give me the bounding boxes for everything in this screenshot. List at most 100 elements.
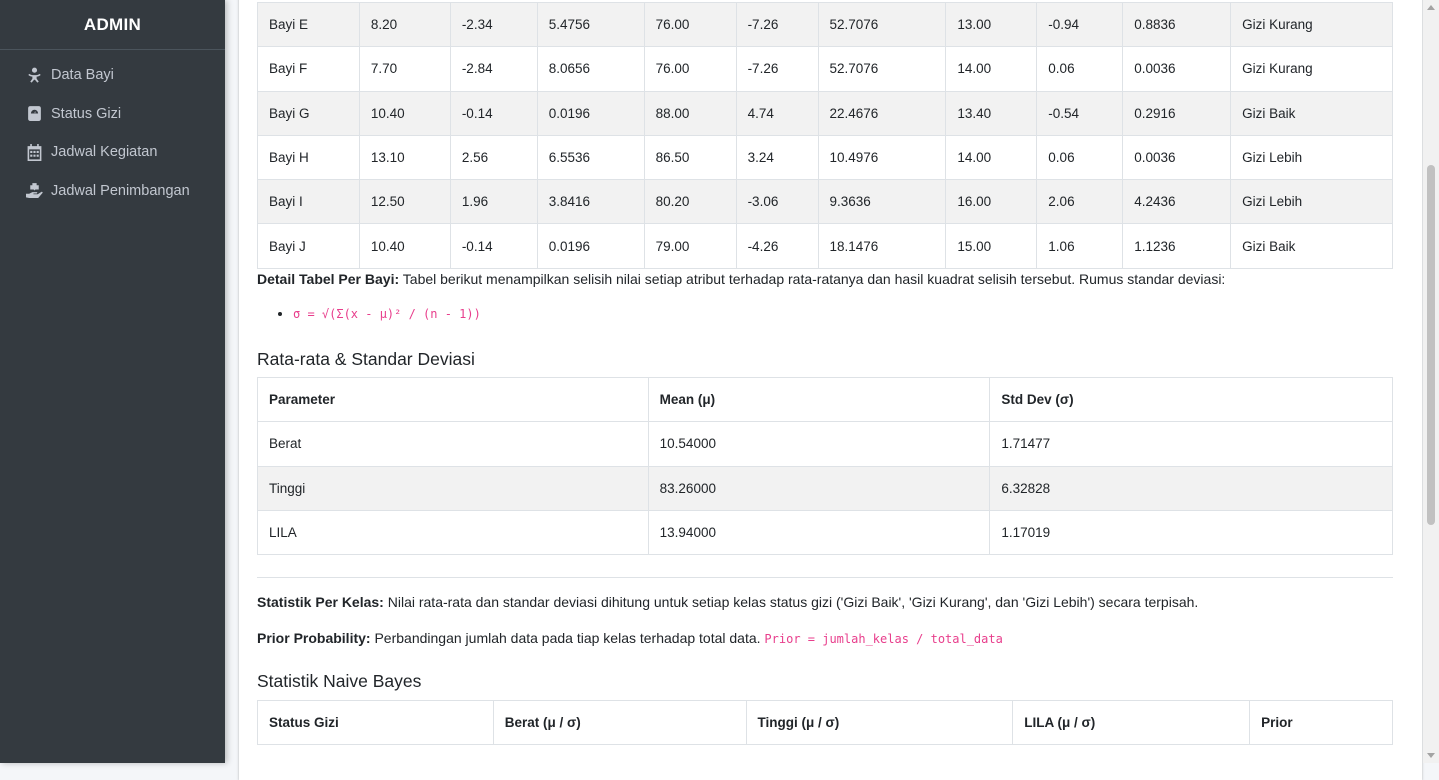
mean-std-table: Parameter Mean (μ) Std Dev (σ) Berat 10.5… <box>257 376 1393 556</box>
table-cell: 4.2436 <box>1122 179 1232 225</box>
calendar-icon <box>25 143 43 161</box>
table-cell: Bayi H <box>257 134 360 181</box>
table-cell: -3.06 <box>735 179 819 225</box>
nb-table-wrapper: Status Gizi Berat (μ / σ) Tinggi (μ / σ)… <box>257 699 1393 746</box>
table-cell: 0.0196 <box>536 90 645 136</box>
brand-title[interactable]: ADMIN <box>0 0 225 50</box>
scroll-up-arrow-icon[interactable] <box>1427 5 1435 10</box>
content-card: Bayi E 8.20 -2.34 5.4756 76.00 -7.26 52.7076 13… <box>239 0 1422 780</box>
scroll-down-arrow-icon[interactable] <box>1427 753 1435 758</box>
nb-section: Statistik Naive Bayes <box>257 671 1393 692</box>
table-row: Bayi J 10.40 -0.14 0.0196 79.00 -4.26 18.1476 1… <box>257 223 1393 269</box>
table-cell: Gizi Lebih <box>1230 134 1393 181</box>
mean-table-wrapper: Parameter Mean (μ) Std Dev (σ) Berat 10.5… <box>257 376 1393 556</box>
table-cell: 5.4756 <box>536 1 645 48</box>
table-cell: -4.26 <box>735 223 819 269</box>
detail-table: Bayi E 8.20 -2.34 5.4756 76.00 -7.26 52.7076 13… <box>257 1 1393 269</box>
table-cell: 1.96 <box>449 179 538 225</box>
table-cell: 0.0036 <box>1122 46 1232 92</box>
table-cell: 9.3636 <box>817 179 947 225</box>
table-cell: Gizi Kurang <box>1230 1 1393 48</box>
table-cell: Bayi F <box>257 46 360 92</box>
table-row: Tinggi 83.26000 6.32828 <box>257 465 1393 511</box>
mean-section: Rata-rata & Standar Deviasi <box>257 349 1393 370</box>
column-header: Std Dev (σ) <box>989 376 1393 423</box>
table-cell: 16.00 <box>945 179 1038 225</box>
detail-table-body: Bayi E 8.20 -2.34 5.4756 76.00 -7.26 52.7076 13… <box>257 1 1393 269</box>
column-header: LILA (μ / σ) <box>1012 699 1251 746</box>
table-row: LILA 13.94000 1.17019 <box>257 509 1393 556</box>
table-cell: 2.56 <box>449 134 538 181</box>
table-cell: Gizi Baik <box>1230 90 1393 136</box>
table-cell: 52.7076 <box>817 1 947 48</box>
table-cell: 80.20 <box>643 179 737 225</box>
column-header: Mean (μ) <box>647 376 991 423</box>
table-cell: -0.94 <box>1036 1 1124 48</box>
class-note: Statistik Per Kelas: Nilai rata-rata dan… <box>257 592 1393 612</box>
formula-item: σ = √(Σ(x - μ)² / (n - 1)) <box>293 305 1393 321</box>
sidebar-item-label: Jadwal Kegiatan <box>51 144 158 161</box>
table-cell: 10.54000 <box>647 421 991 467</box>
table-cell: -7.26 <box>735 1 819 48</box>
table-row: Bayi H 13.10 2.56 6.5536 86.50 3.24 10.4976 14.… <box>257 134 1393 181</box>
table-header-row: Status Gizi Berat (μ / σ) Tinggi (μ / σ)… <box>257 699 1393 746</box>
table-cell: 1.17019 <box>989 509 1393 556</box>
table-cell: Gizi Kurang <box>1230 46 1393 92</box>
table-cell: 86.50 <box>643 134 737 181</box>
table-cell: -2.84 <box>449 46 538 92</box>
column-header: Status Gizi <box>257 699 494 746</box>
table-cell: 7.70 <box>358 46 451 92</box>
sidebar-item-jadwal-penimbangan[interactable]: Jadwal Penimbangan <box>0 172 225 211</box>
table-cell: 13.40 <box>945 90 1038 136</box>
table-row: Berat 10.54000 1.71477 <box>257 421 1393 467</box>
table-cell: 3.8416 <box>536 179 645 225</box>
sidebar-item-status-gizi[interactable]: Status Gizi <box>0 95 225 134</box>
table-cell: 0.8836 <box>1122 1 1232 48</box>
table-cell: -0.54 <box>1036 90 1124 136</box>
table-cell: Bayi I <box>257 179 360 225</box>
table-cell: 83.26000 <box>647 465 991 511</box>
table-cell: 6.32828 <box>989 465 1393 511</box>
table-cell: 10.40 <box>358 90 451 136</box>
sidebar-item-data-bayi[interactable]: Data Bayi <box>0 56 225 95</box>
detail-note: Detail Tabel Per Bayi: Tabel berikut men… <box>257 269 1393 321</box>
sidebar-item-label: Data Bayi <box>51 67 114 84</box>
prior-note: Prior Probability: Perbandingan jumlah d… <box>257 628 1393 649</box>
hand-holding-icon <box>25 182 43 200</box>
table-cell: Berat <box>257 421 649 467</box>
table-cell: 12.50 <box>358 179 451 225</box>
column-header: Berat (μ / σ) <box>492 699 747 746</box>
column-header: Prior <box>1249 699 1393 746</box>
prior-formula: Prior = jumlah_kelas / total_data <box>764 632 1003 646</box>
table-cell: -0.14 <box>449 223 538 269</box>
table-cell: 14.00 <box>945 134 1038 181</box>
table-cell: 15.00 <box>945 223 1038 269</box>
table-cell: -7.26 <box>735 46 819 92</box>
column-header: Tinggi (μ / σ) <box>745 699 1014 746</box>
table-row: Bayi G 10.40 -0.14 0.0196 88.00 4.74 22.4676 13… <box>257 90 1393 136</box>
table-cell: 13.10 <box>358 134 451 181</box>
table-cell: 6.5536 <box>536 134 645 181</box>
sidebar-item-label: Status Gizi <box>51 105 122 122</box>
sidebar-item-jadwal-kegiatan[interactable]: Jadwal Kegiatan <box>0 133 225 172</box>
baby-icon <box>25 66 43 84</box>
table-cell: 10.4976 <box>817 134 947 181</box>
column-header: Parameter <box>257 376 649 423</box>
table-cell: 13.00 <box>945 1 1038 48</box>
naive-bayes-table: Status Gizi Berat (μ / σ) Tinggi (μ / σ)… <box>257 699 1393 746</box>
table-cell: 0.06 <box>1036 134 1124 181</box>
table-cell: Bayi G <box>257 90 360 136</box>
table-cell: -0.14 <box>449 90 538 136</box>
table-cell: 0.06 <box>1036 46 1124 92</box>
table-cell: Bayi E <box>257 1 360 48</box>
table-cell: LILA <box>257 509 649 556</box>
table-cell: 52.7076 <box>817 46 947 92</box>
scrollbar-thumb[interactable] <box>1427 165 1435 525</box>
table-cell: 2.06 <box>1036 179 1124 225</box>
table-cell: 8.20 <box>358 1 451 48</box>
vertical-scrollbar[interactable] <box>1423 0 1439 763</box>
table-row: Bayi I 12.50 1.96 3.8416 80.20 -3.06 9.3636 16.… <box>257 179 1393 225</box>
table-cell: 8.0656 <box>536 46 645 92</box>
table-cell: Gizi Lebih <box>1230 179 1393 225</box>
table-cell: 76.00 <box>643 46 737 92</box>
